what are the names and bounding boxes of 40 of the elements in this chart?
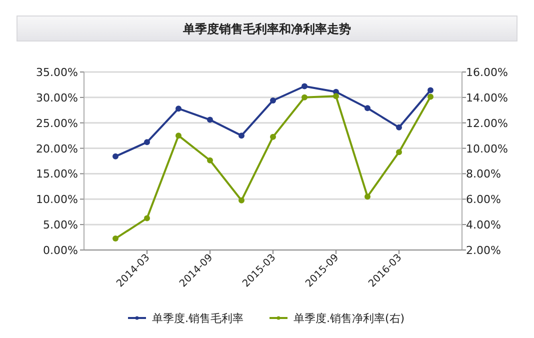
- chart-title: 单季度销售毛利率和净利率走势: [182, 22, 351, 36]
- point: [396, 124, 402, 130]
- point: [238, 197, 244, 204]
- legend-label: 单季度.销售净利率(右): [294, 312, 405, 325]
- point: [364, 105, 370, 112]
- point: [144, 215, 150, 222]
- point: [428, 94, 434, 100]
- y-tick-label: 10.00%: [36, 193, 78, 206]
- y-tick-label: 15.00%: [36, 168, 78, 181]
- y-tick-label: 20.00%: [36, 142, 78, 156]
- point: [207, 116, 213, 123]
- point: [207, 157, 213, 164]
- y-tick-label: 0.00%: [43, 244, 78, 257]
- point: [112, 236, 118, 242]
- y2-tick-label: 8.00%: [466, 168, 501, 181]
- point: [428, 87, 434, 94]
- y2-tick-label: 10.00%: [466, 142, 508, 156]
- point: [396, 149, 402, 156]
- y-tick-label: 5.00%: [43, 218, 78, 232]
- point: [176, 132, 182, 139]
- point: [302, 94, 308, 100]
- y2-tick-label: 6.00%: [466, 193, 501, 206]
- y2-tick-label: 4.00%: [466, 218, 501, 232]
- point: [176, 106, 182, 112]
- point: [270, 97, 276, 104]
- y2-tick-label: 2.00%: [466, 244, 501, 257]
- y-tick-label: 35.00%: [36, 66, 78, 79]
- point: [364, 194, 370, 200]
- y2-tick-label: 14.00%: [466, 91, 508, 104]
- legend-label: 单季度.销售毛利率: [152, 312, 244, 325]
- y2-tick-label: 12.00%: [466, 116, 508, 130]
- point: [270, 134, 276, 140]
- y-tick-label: 30.00%: [36, 91, 78, 104]
- point: [302, 83, 308, 90]
- point: [238, 132, 244, 139]
- y-tick-label: 25.00%: [36, 116, 78, 130]
- point: [112, 153, 118, 160]
- y2-tick-label: 16.00%: [466, 66, 508, 79]
- point: [144, 139, 150, 146]
- point: [333, 93, 339, 100]
